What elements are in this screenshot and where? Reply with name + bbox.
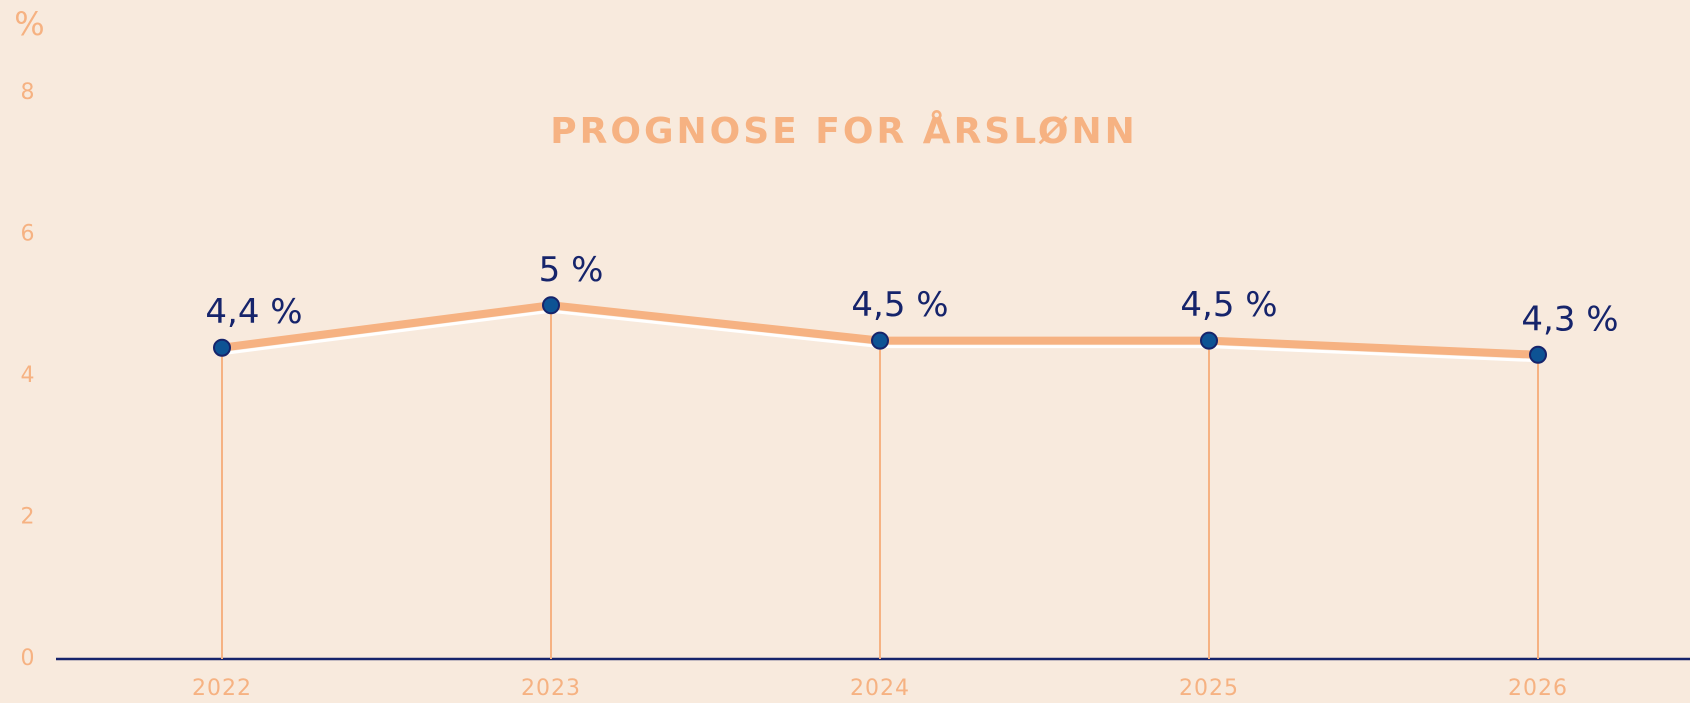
point — [213, 338, 231, 357]
value-label: 5 % — [539, 250, 604, 290]
value-label: 4,5 % — [1180, 285, 1277, 325]
value-label: 4,5 % — [851, 285, 948, 325]
chart-title: PROGNOSE FOR ÅRSLØNN — [550, 110, 1138, 152]
x-tick-label: 2025 — [1179, 676, 1239, 701]
x-tick-label: 2026 — [1508, 676, 1568, 701]
y-tick-label: 0 — [21, 646, 36, 671]
y-tick-label: 6 — [21, 222, 36, 247]
x-tick-label: 2024 — [850, 676, 910, 701]
y-axis-label: % — [14, 5, 45, 43]
point — [1200, 331, 1218, 350]
point — [871, 331, 889, 350]
x-tick-label: 2022 — [192, 676, 252, 701]
point — [1529, 345, 1547, 364]
y-tick-label: 8 — [21, 80, 36, 105]
value-label: 4,3 % — [1521, 299, 1618, 339]
y-tick-label: 2 — [21, 505, 36, 530]
y-tick-label: 4 — [21, 363, 36, 388]
point — [542, 296, 560, 315]
x-tick-label: 2023 — [521, 676, 581, 701]
value-label: 4,4 % — [205, 292, 302, 332]
